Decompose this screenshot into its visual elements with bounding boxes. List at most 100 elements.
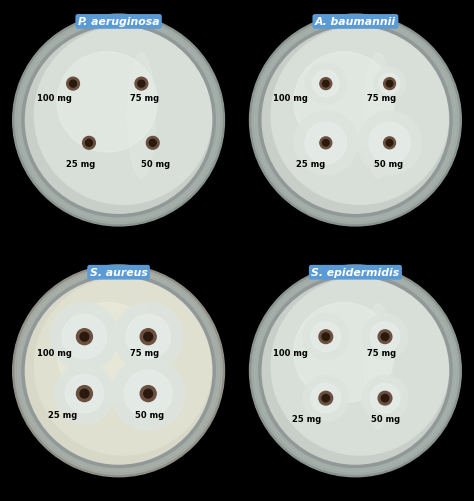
Circle shape: [370, 384, 400, 413]
Circle shape: [76, 329, 92, 345]
Circle shape: [362, 376, 408, 421]
Circle shape: [311, 322, 341, 352]
Circle shape: [13, 15, 225, 226]
Circle shape: [378, 330, 392, 344]
Circle shape: [311, 384, 341, 413]
Circle shape: [85, 140, 92, 147]
Circle shape: [303, 314, 348, 360]
Text: 100 mg: 100 mg: [273, 348, 308, 357]
Circle shape: [112, 358, 185, 430]
Circle shape: [358, 112, 421, 175]
Text: S. epidermidis: S. epidermidis: [311, 268, 400, 278]
Circle shape: [50, 303, 119, 371]
Circle shape: [140, 386, 156, 402]
Circle shape: [80, 333, 89, 341]
Text: 100 mg: 100 mg: [36, 348, 72, 357]
Circle shape: [271, 278, 449, 455]
Text: 25 mg: 25 mg: [66, 159, 95, 168]
Text: 75 mg: 75 mg: [130, 348, 159, 357]
Text: 50 mg: 50 mg: [141, 159, 171, 168]
Circle shape: [65, 375, 104, 413]
Text: 75 mg: 75 mg: [367, 348, 396, 357]
Text: 25 mg: 25 mg: [292, 414, 321, 423]
Circle shape: [260, 276, 451, 466]
Circle shape: [146, 137, 159, 150]
Circle shape: [362, 314, 408, 360]
Text: P. aeruginosa: P. aeruginosa: [78, 18, 159, 28]
Text: 100 mg: 100 mg: [36, 94, 72, 103]
Text: S. aureus: S. aureus: [90, 268, 147, 278]
Circle shape: [369, 123, 410, 164]
Circle shape: [322, 333, 329, 341]
Circle shape: [383, 138, 395, 149]
Circle shape: [149, 140, 156, 147]
Circle shape: [252, 268, 459, 474]
Circle shape: [312, 71, 339, 98]
Circle shape: [383, 79, 395, 90]
Circle shape: [13, 266, 225, 477]
Circle shape: [320, 138, 332, 149]
Circle shape: [374, 69, 405, 100]
Text: 100 mg: 100 mg: [273, 94, 308, 103]
Circle shape: [135, 78, 148, 91]
Circle shape: [15, 18, 222, 224]
Circle shape: [138, 81, 145, 88]
Circle shape: [294, 53, 394, 153]
Text: 75 mg: 75 mg: [130, 94, 159, 103]
Circle shape: [57, 303, 157, 403]
Circle shape: [70, 81, 77, 88]
Ellipse shape: [128, 54, 155, 179]
Circle shape: [320, 79, 332, 90]
Text: 25 mg: 25 mg: [296, 159, 326, 168]
Circle shape: [55, 364, 114, 423]
Text: 50 mg: 50 mg: [371, 414, 401, 423]
Circle shape: [23, 26, 214, 216]
Circle shape: [57, 53, 157, 153]
Circle shape: [379, 74, 400, 95]
Circle shape: [17, 270, 220, 472]
Circle shape: [252, 18, 459, 224]
Text: 75 mg: 75 mg: [367, 94, 396, 103]
Circle shape: [378, 392, 392, 405]
Circle shape: [381, 333, 389, 341]
Circle shape: [254, 270, 457, 472]
Circle shape: [294, 303, 394, 403]
Circle shape: [15, 268, 222, 474]
Text: 25 mg: 25 mg: [48, 410, 77, 419]
Circle shape: [144, 333, 153, 341]
Ellipse shape: [365, 304, 392, 429]
Text: A. baumannii: A. baumannii: [315, 18, 396, 28]
Circle shape: [125, 370, 172, 417]
Circle shape: [381, 395, 389, 402]
Circle shape: [386, 140, 393, 147]
Ellipse shape: [365, 54, 392, 179]
Circle shape: [254, 20, 457, 222]
Circle shape: [260, 26, 451, 216]
Circle shape: [126, 315, 170, 359]
Circle shape: [76, 386, 92, 402]
Circle shape: [34, 278, 212, 455]
Text: 50 mg: 50 mg: [135, 410, 164, 419]
Circle shape: [319, 392, 333, 405]
Circle shape: [67, 78, 80, 91]
Circle shape: [17, 20, 220, 222]
Circle shape: [319, 330, 333, 344]
Circle shape: [386, 81, 393, 88]
Circle shape: [80, 389, 89, 398]
Circle shape: [144, 389, 153, 398]
Circle shape: [305, 64, 346, 105]
Circle shape: [34, 28, 212, 205]
Circle shape: [23, 276, 214, 466]
Circle shape: [370, 322, 400, 352]
Circle shape: [303, 376, 348, 421]
Ellipse shape: [128, 304, 155, 429]
Circle shape: [305, 123, 346, 164]
Circle shape: [322, 81, 329, 88]
Circle shape: [322, 140, 329, 147]
Circle shape: [140, 329, 156, 345]
Circle shape: [294, 112, 358, 175]
Circle shape: [322, 395, 329, 402]
Text: 50 mg: 50 mg: [374, 159, 403, 168]
Circle shape: [271, 28, 449, 205]
Circle shape: [62, 315, 107, 359]
